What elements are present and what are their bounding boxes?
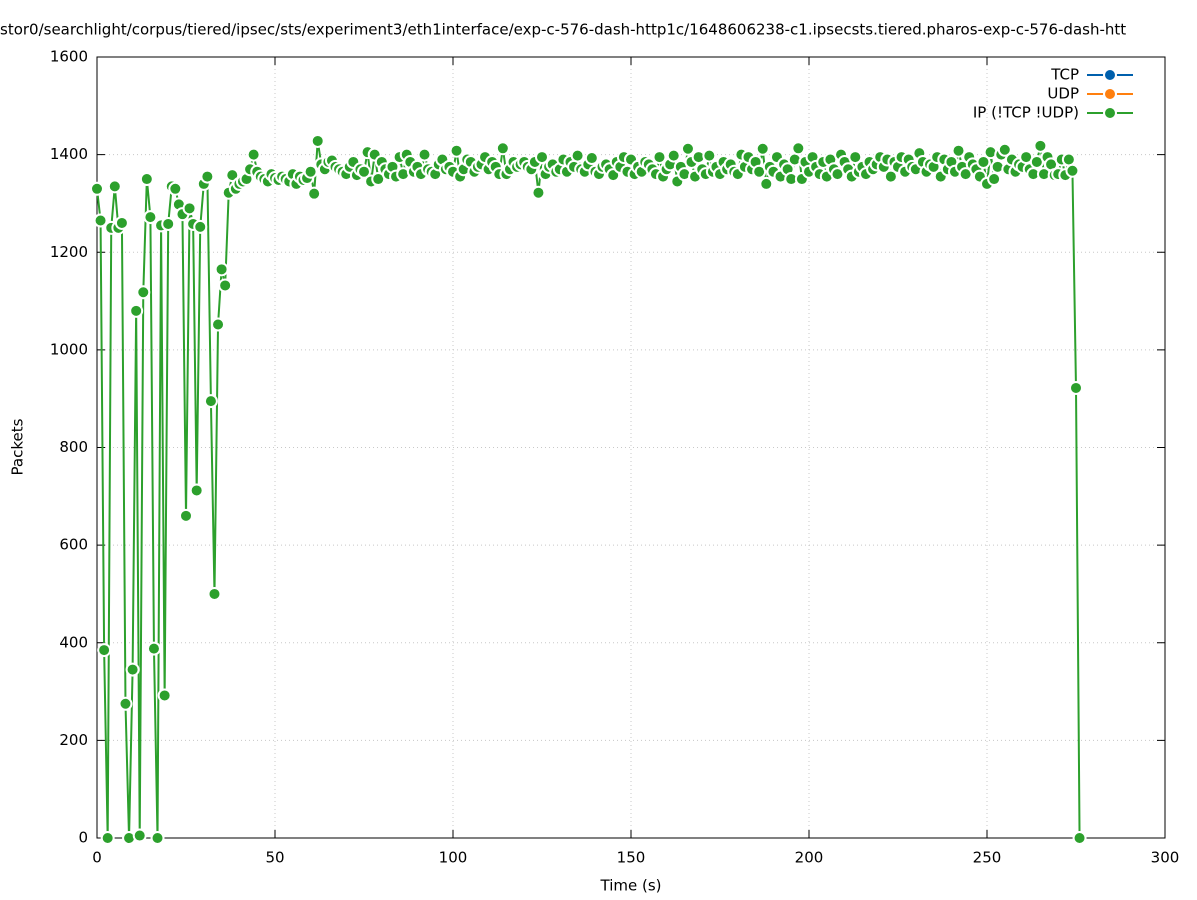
data-point (997, 142, 1012, 157)
data-point (193, 219, 208, 234)
data-point (1033, 138, 1048, 153)
data-point (417, 147, 432, 162)
data-point (161, 216, 176, 231)
data-point (218, 278, 233, 293)
data-point (652, 150, 667, 165)
data-point (987, 172, 1002, 187)
data-point (211, 317, 226, 332)
x-tick-label: 250 (973, 849, 1002, 867)
data-point (680, 141, 695, 156)
x-tick-label: 200 (795, 849, 824, 867)
data-point (976, 154, 991, 169)
data-point (90, 181, 104, 196)
data-point (1065, 163, 1080, 178)
data-point (759, 176, 774, 191)
data-point (1061, 152, 1076, 167)
data-point (246, 147, 261, 162)
data-point (214, 262, 229, 277)
data-point (1069, 380, 1083, 395)
y-tick-label: 1000 (50, 340, 88, 358)
data-point (114, 215, 129, 230)
y-tick-label: 1200 (50, 243, 88, 261)
data-point (118, 696, 133, 711)
data-point (535, 150, 549, 165)
data-point (129, 303, 144, 318)
x-axis-label: Time (s) (600, 877, 662, 895)
data-point (1072, 831, 1087, 845)
data-point (168, 181, 183, 196)
data-point (157, 688, 172, 703)
data-point (146, 641, 161, 656)
data-point (139, 172, 154, 187)
plot-border (96, 56, 1166, 839)
data-point (93, 213, 108, 228)
data-point (97, 643, 112, 658)
data-point (179, 508, 193, 523)
data-point (310, 133, 325, 148)
data-point (100, 831, 115, 845)
y-tick-label: 800 (59, 438, 88, 456)
y-tick-label: 1400 (50, 145, 88, 163)
data-point (143, 210, 158, 225)
data-point (303, 164, 318, 179)
data-point (357, 164, 371, 179)
data-point (132, 828, 147, 843)
legend-label: UDP (1047, 85, 1079, 103)
series-line (96, 140, 1081, 839)
data-point (207, 586, 222, 601)
x-tick-label: 100 (439, 849, 468, 867)
data-point (883, 169, 898, 184)
data-point (584, 151, 599, 166)
x-tick-label: 300 (1151, 849, 1180, 867)
y-tick-label: 200 (59, 731, 88, 749)
data-point (307, 186, 322, 201)
y-tick-label: 1600 (50, 48, 88, 66)
data-point (200, 169, 215, 184)
data-point (203, 394, 218, 409)
data-point (666, 148, 681, 163)
legend-swatch-point (1103, 106, 1117, 120)
data-point (495, 141, 510, 156)
x-tick-label: 150 (617, 849, 646, 867)
y-tick-label: 600 (59, 536, 88, 554)
legend-swatch-point (1103, 87, 1117, 101)
data-point (107, 179, 122, 194)
data-point (225, 168, 240, 183)
y-tick-label: 0 (78, 829, 88, 847)
data-point (951, 143, 966, 158)
data-point (125, 662, 140, 677)
legend-label: TCP (1050, 66, 1079, 84)
x-tick-label: 0 (92, 849, 102, 867)
data-point (791, 141, 806, 156)
data-point (449, 143, 464, 158)
y-tick-label: 400 (59, 633, 88, 651)
data-point (702, 148, 717, 163)
data-point (189, 483, 204, 498)
data-point (182, 201, 197, 216)
data-point (848, 150, 863, 165)
data-point (136, 285, 151, 300)
data-point (531, 185, 546, 200)
x-tick-label: 50 (265, 849, 284, 867)
legend-swatch-point (1103, 68, 1117, 82)
chart-title: stor0/searchlight/corpus/tiered/ipsec/st… (0, 21, 1126, 39)
data-point (150, 831, 165, 845)
legend-label: IP (!TCP !UDP) (973, 104, 1079, 122)
data-point (755, 141, 770, 156)
data-point (570, 148, 585, 163)
y-axis-label: Packets (9, 418, 27, 475)
